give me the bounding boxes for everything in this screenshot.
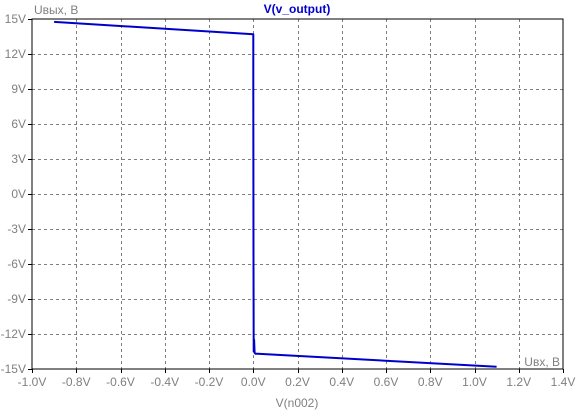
x-tick-label: -1.0V: [18, 375, 47, 389]
x-tick-label: 0.4V: [329, 375, 354, 389]
x-tick-label: 1.4V: [551, 375, 576, 389]
y-tick-label: -9V: [7, 292, 26, 306]
grid: [32, 19, 563, 369]
x-tick-label: 0.0V: [241, 375, 266, 389]
x-axis-label[interactable]: V(n002): [276, 396, 319, 410]
x-tick-label: -0.4V: [150, 375, 179, 389]
x-tick-label: 0.8V: [418, 375, 443, 389]
y-tick-label: 9V: [11, 82, 26, 96]
y-tick-label: -3V: [7, 222, 26, 236]
x-tick-label: 1.2V: [506, 375, 531, 389]
x-tick-label: 1.0V: [462, 375, 487, 389]
tick-labels: -1.0V -0.8V -0.6V -0.4V -0.2V 0.0V 0.2V 0.4V 0.6…: [1, 12, 576, 389]
x-axis-annotation: Uвх, В: [524, 355, 560, 369]
axis-ticks: [28, 19, 564, 373]
x-tick-label: -0.2V: [195, 375, 224, 389]
y-tick-label: 3V: [11, 152, 26, 166]
y-tick-label: -12V: [1, 327, 26, 341]
y-axis-annotation: Uвых, В: [34, 3, 78, 17]
chart-title[interactable]: V(v_output): [264, 2, 331, 16]
series-line-v-output: [54, 20, 497, 368]
x-tick-label: 0.6V: [374, 375, 399, 389]
y-tick-label: 12V: [5, 47, 26, 61]
x-tick-label: -0.6V: [106, 375, 135, 389]
y-tick-label: -15V: [1, 362, 26, 376]
y-tick-label: 6V: [11, 117, 26, 131]
x-tick-label: 0.2V: [285, 375, 310, 389]
y-tick-label: 0V: [11, 187, 26, 201]
series-layer: [54, 20, 497, 368]
y-tick-label: -6V: [7, 257, 26, 271]
y-tick-label: 15V: [5, 12, 26, 26]
x-tick-label: -0.8V: [62, 375, 91, 389]
